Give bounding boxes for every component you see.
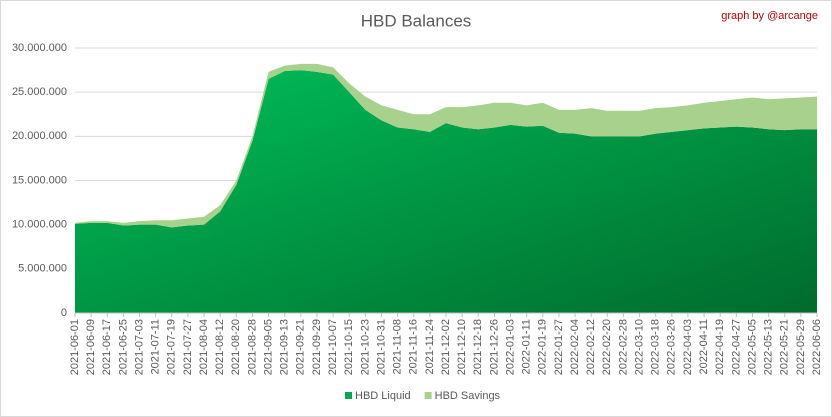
legend-label: HBD Liquid — [355, 390, 411, 402]
legend-label: HBD Savings — [435, 390, 501, 402]
y-tick-label: 30.000.000 — [12, 42, 67, 54]
x-tick-label: 2021-10-07 — [327, 319, 339, 375]
area — [75, 70, 817, 313]
x-tick-label: 2022-03-10 — [633, 319, 645, 375]
x-tick-label: 2022-01-11 — [521, 319, 533, 374]
x-tick-label: 2021-08-28 — [246, 319, 258, 375]
x-tick-label: 2022-04-03 — [682, 319, 694, 375]
x-tick-label: 2021-07-27 — [182, 319, 194, 375]
x-tick-label: 2021-11-08 — [392, 319, 404, 374]
x-tick-label: 2022-01-19 — [537, 319, 549, 375]
x-tick-label: 2022-02-20 — [601, 319, 613, 375]
y-tick-label: 10.000.000 — [12, 219, 67, 231]
x-tick-label: 2022-02-04 — [569, 319, 581, 375]
x-tick-label: 2021-12-18 — [472, 319, 484, 375]
x-tick-label: 2022-01-27 — [553, 319, 565, 375]
x-tick-label: 2021-08-12 — [214, 319, 226, 375]
x-tick-label: 2022-05-21 — [779, 319, 791, 375]
x-tick-label: 2021-06-17 — [101, 319, 113, 375]
chart-title: HBD Balances — [361, 11, 472, 30]
x-tick-label: 2021-06-09 — [85, 319, 97, 375]
y-tick-label: 5.000.000 — [18, 263, 67, 275]
x-tick-label: 2021-09-29 — [311, 319, 323, 375]
x-tick-label: 2021-12-02 — [440, 319, 452, 375]
x-tick-label: 2021-10-23 — [359, 319, 371, 375]
x-tick-label: 2021-07-19 — [166, 319, 178, 375]
y-tick-label: 25.000.000 — [12, 86, 67, 98]
x-tick-label: 2022-03-26 — [666, 319, 678, 375]
x-tick-label: 2021-06-25 — [117, 319, 129, 375]
x-tick-label: 2021-11-24 — [424, 319, 436, 374]
x-tick-label: 2022-06-06 — [811, 319, 823, 375]
x-tick-label: 2021-12-10 — [456, 319, 468, 375]
y-tick-label: 20.000.000 — [12, 130, 67, 142]
x-tick-label: 2022-02-12 — [585, 319, 597, 375]
y-tick-label: 0 — [61, 307, 67, 319]
x-tick-label: 2022-04-27 — [730, 319, 742, 375]
x-tick-label: 2022-04-19 — [714, 319, 726, 375]
x-tick-label: 2021-09-21 — [295, 319, 307, 375]
x-tick-label: 2021-09-13 — [279, 319, 291, 375]
y-tick-label: 15.000.000 — [12, 174, 67, 186]
x-tick-label: 2021-07-03 — [133, 319, 145, 375]
x-tick-label: 2022-04-11 — [698, 319, 710, 374]
legend-swatch — [424, 392, 432, 399]
credit: graph by @arcange — [721, 10, 818, 22]
x-tick-label: 2021-10-31 — [375, 319, 387, 375]
x-tick-label: 2021-07-11 — [150, 319, 162, 374]
area — [75, 63, 817, 228]
x-tick-label: 2021-09-05 — [262, 319, 274, 375]
x-tick-label: 2021-06-01 — [69, 319, 81, 375]
x-tick-label: 2022-01-03 — [504, 319, 516, 375]
x-tick-label: 2021-12-26 — [488, 319, 500, 375]
x-tick-label: 2022-05-13 — [763, 319, 775, 375]
legend-swatch — [345, 392, 352, 399]
x-tick-label: 2022-02-28 — [617, 319, 629, 375]
x-tick-label: 2022-05-29 — [795, 319, 807, 375]
x-tick-label: 2021-08-04 — [198, 319, 210, 375]
x-tick-label: 2021-11-16 — [408, 319, 420, 374]
x-tick-label: 2022-05-05 — [746, 319, 758, 375]
x-tick-label: 2021-08-20 — [230, 319, 242, 375]
x-tick-label: 2022-03-18 — [650, 319, 662, 375]
x-tick-label: 2021-10-15 — [343, 319, 355, 375]
